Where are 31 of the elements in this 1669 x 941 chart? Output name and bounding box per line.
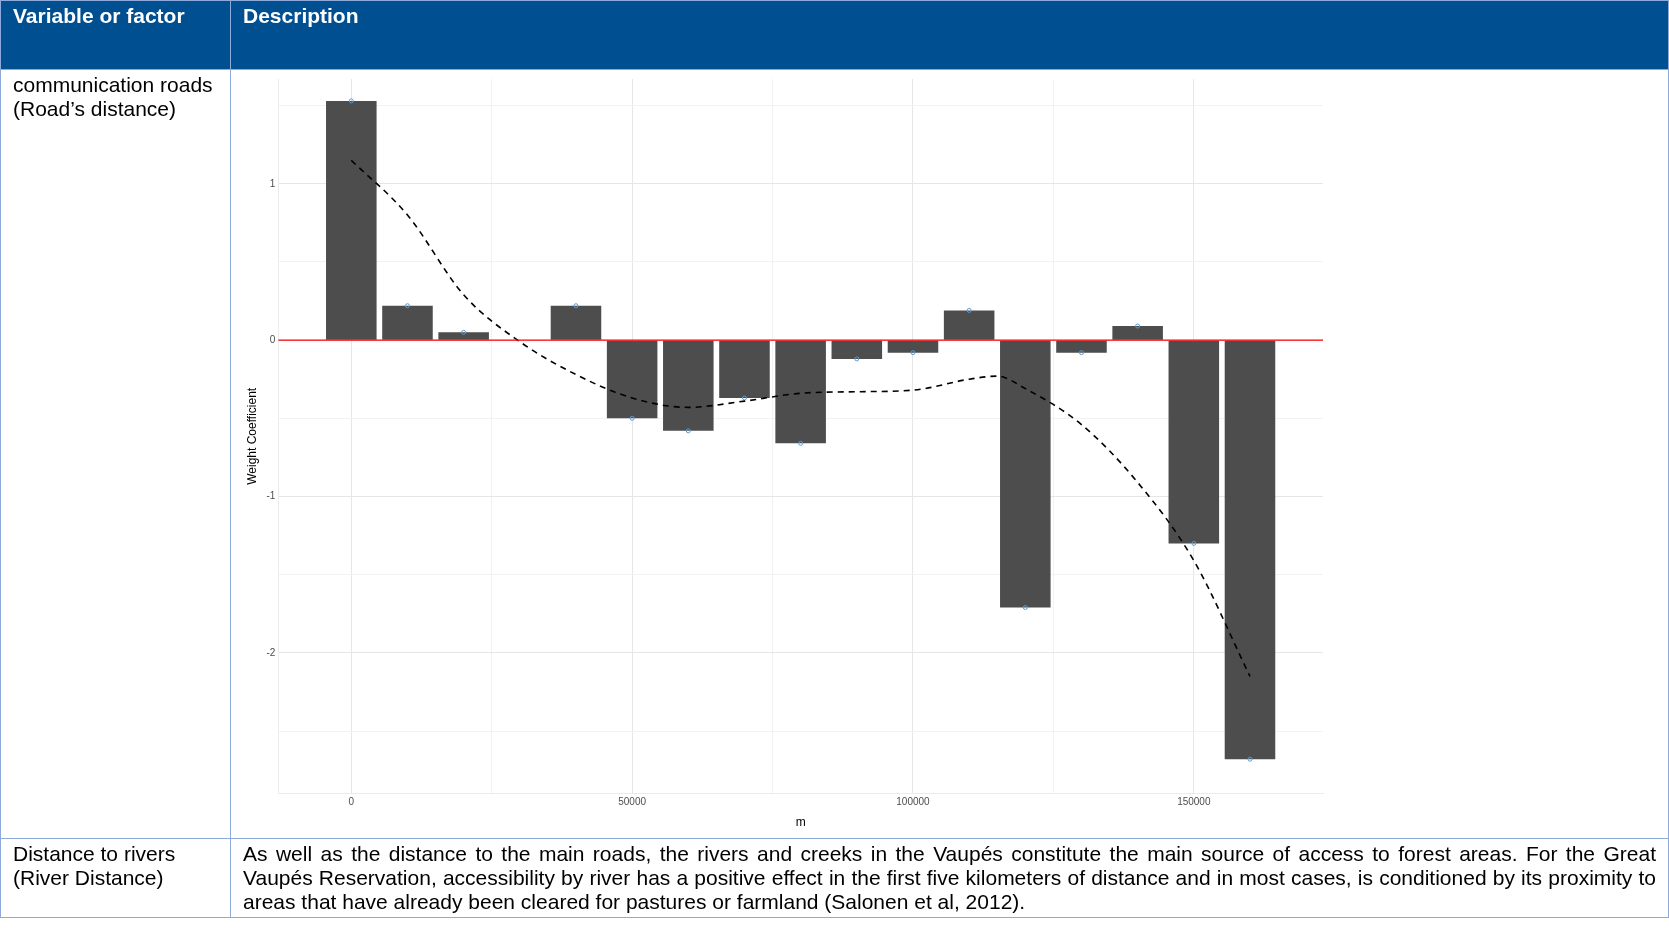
y-tick-label: 1 (269, 177, 276, 189)
bar (382, 305, 433, 340)
x-tick-label: 50000 (618, 796, 647, 808)
text: Description (230, 0, 1669, 70)
bar (831, 340, 883, 359)
bar (1168, 340, 1220, 544)
x-tick-label: 150000 (1177, 796, 1211, 808)
bar (1000, 340, 1051, 608)
bar (606, 340, 658, 419)
bar (663, 340, 714, 431)
bar (326, 100, 377, 340)
line-series (350, 159, 1251, 678)
x-tick-label: 100000 (896, 796, 931, 808)
y-tick-label: -2 (266, 646, 276, 658)
bar (1112, 326, 1163, 340)
x-tick-label: 0 (348, 796, 355, 808)
bar (719, 340, 770, 398)
y-axis-title: Weight Coefficient (244, 387, 259, 485)
bar (1056, 340, 1107, 353)
y-tick-label: -1 (266, 490, 276, 502)
bar (887, 340, 939, 353)
x-axis-title: m (795, 815, 806, 830)
text: Distance to rivers (River Distance) (0, 838, 231, 918)
bar (550, 305, 602, 340)
bar (1224, 340, 1276, 760)
text: communication roads (Road’s distance) (0, 69, 231, 839)
bar (775, 340, 826, 444)
bar (943, 310, 995, 340)
text: Variable or factor (0, 0, 231, 70)
text: As well as the distance to the main roads, the rivers and creeks in the Vaupés constitute the main source of access to forest areas. For the Great Vaupés Reservation, accessibility by river has a positive effect in the first five kilometers of distance and in most cases, is conditioned by its proximity to areas that have already been cleared for pastures or farmland (Salonen et al, 2012). (230, 838, 1669, 918)
y-tick-label: 0 (269, 333, 276, 345)
